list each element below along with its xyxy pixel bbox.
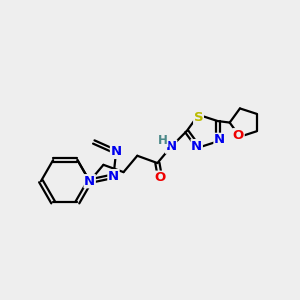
Text: N: N (84, 175, 95, 188)
Text: N: N (108, 169, 119, 183)
Text: N: N (166, 140, 177, 153)
Text: N: N (110, 146, 122, 158)
Text: H: H (158, 134, 168, 147)
Text: O: O (154, 171, 165, 184)
Text: N: N (214, 134, 225, 146)
Text: N: N (191, 140, 202, 153)
Text: O: O (233, 129, 244, 142)
Text: S: S (194, 111, 203, 124)
